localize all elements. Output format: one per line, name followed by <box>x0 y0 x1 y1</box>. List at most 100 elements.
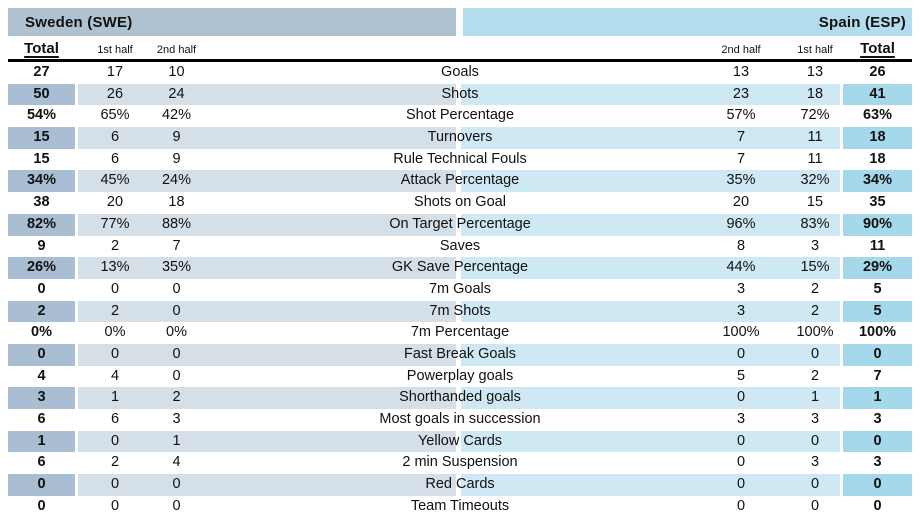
esp-2nd-half-value: 3 <box>736 280 746 297</box>
stat-row: 54% 65% 42% 57% 72% 63% Shot Percentage <box>8 105 912 127</box>
swe-2nd-half-value: 0 <box>172 476 181 493</box>
swe-total-value: 0 <box>8 474 75 496</box>
swe-total-value: 82% <box>8 213 75 236</box>
swe-2nd-half-value: 88% <box>161 215 192 232</box>
swe-1st-half-value: 17 <box>106 64 124 80</box>
esp-total-value: 41 <box>843 83 912 106</box>
esp-total-value: 1 <box>843 387 912 409</box>
swe-1st-half-value: 2 <box>110 302 120 319</box>
esp-2nd-half-value: 3 <box>736 302 746 319</box>
swe-total-value: 0 <box>37 497 46 514</box>
swe-total-value: 6 <box>37 454 46 471</box>
stat-row: 0 0 0 3 2 5 7m Goals <box>8 279 912 301</box>
swe-1st-half-value: 65% <box>100 107 130 124</box>
team-header-right: Spain (ESP) <box>463 8 912 36</box>
esp-2nd-half-value: 5 <box>736 367 746 384</box>
esp-2nd-half-value: 44% <box>726 259 756 276</box>
swe-1st-half-value: 2 <box>110 454 120 471</box>
swe-total-value: 15 <box>8 127 75 149</box>
esp-2nd-half-value: 100% <box>722 324 760 341</box>
swe-2nd-half-value: 10 <box>168 64 185 80</box>
esp-1st-half-value: 1 <box>810 389 820 406</box>
stat-row: 4 4 0 5 2 7 Powerplay goals <box>8 366 912 388</box>
esp-total-value: 29% <box>843 257 912 279</box>
swe-total-value: 50 <box>8 83 75 106</box>
swe-2nd-half-value: 42% <box>161 107 192 124</box>
col-header-swe-total: Total <box>24 40 59 57</box>
esp-1st-half-value: 15% <box>800 259 830 276</box>
esp-1st-half-value: 2 <box>810 367 820 384</box>
swe-1st-half-value: 13% <box>100 259 130 276</box>
esp-1st-half-value: 0 <box>810 476 820 493</box>
esp-1st-half-value: 72% <box>800 107 830 124</box>
esp-1st-half-value: 3 <box>810 237 820 254</box>
column-header-row: Total 1st half 2nd half 2nd half 1st hal… <box>8 36 912 59</box>
swe-total-value: 6 <box>37 411 46 427</box>
stat-row: 27 17 10 13 13 26 Goals <box>8 62 912 84</box>
swe-1st-half-value: 6 <box>110 411 120 427</box>
esp-total-value: 26 <box>869 64 886 80</box>
swe-1st-half-value: 77% <box>100 215 130 232</box>
esp-1st-half-value: 3 <box>810 411 820 427</box>
swe-1st-half-value: 4 <box>110 367 120 384</box>
swe-2nd-half-value: 0 <box>172 497 181 514</box>
esp-2nd-half-value: 7 <box>736 129 746 146</box>
swe-2nd-half-value: 9 <box>172 150 181 167</box>
swe-2nd-half-value: 24% <box>161 172 192 189</box>
stat-row: 34% 45% 24% 35% 32% 34% Attack Percentag… <box>8 170 912 193</box>
swe-1st-half-value: 6 <box>110 150 120 167</box>
col-header-esp-1st-half: 1st half <box>797 44 833 56</box>
team-name-spain: Spain (ESP) <box>818 13 906 31</box>
esp-2nd-half-value: 35% <box>726 172 756 189</box>
esp-1st-half-value: 0 <box>810 345 820 362</box>
col-header-esp-2nd-half: 2nd half <box>721 44 761 56</box>
swe-2nd-half-value: 0% <box>166 324 187 341</box>
esp-total-value: 18 <box>843 127 912 149</box>
swe-total-value: 1 <box>8 430 75 453</box>
esp-1st-half-value: 11 <box>807 150 823 167</box>
swe-1st-half-value: 45% <box>100 172 130 189</box>
stat-row: 2 2 0 3 2 5 7m Shots <box>8 300 912 323</box>
stat-row: 26% 13% 35% 44% 15% 29% GK Save Percenta… <box>8 257 912 279</box>
swe-total-value: 38 <box>33 194 50 211</box>
team-name-sweden: Sweden (SWE) <box>25 13 133 31</box>
esp-1st-half-value: 0 <box>810 497 820 514</box>
swe-1st-half-value: 2 <box>110 237 120 254</box>
esp-total-value: 5 <box>873 280 882 297</box>
swe-2nd-half-value: 0 <box>172 280 181 297</box>
stat-row: 82% 77% 88% 96% 83% 90% On Target Percen… <box>8 213 912 236</box>
swe-total-value: 0 <box>37 280 46 297</box>
esp-total-value: 11 <box>869 237 886 254</box>
swe-total-value: 27 <box>33 64 50 80</box>
esp-total-value: 35 <box>869 194 886 211</box>
col-header-swe-1st-half: 1st half <box>97 44 133 56</box>
swe-1st-half-value: 0% <box>104 324 126 341</box>
esp-1st-half-value: 100% <box>796 324 834 341</box>
esp-2nd-half-value: 0 <box>736 454 746 471</box>
swe-total-value: 34% <box>8 170 75 193</box>
stat-row: 38 20 18 20 15 35 Shots on Goal <box>8 192 912 214</box>
esp-1st-half-value: 32% <box>800 172 830 189</box>
esp-2nd-half-value: 0 <box>736 432 746 449</box>
swe-2nd-half-value: 3 <box>172 411 181 427</box>
stat-row: 3 1 2 0 1 1 Shorthanded goals <box>8 387 912 409</box>
esp-1st-half-value: 3 <box>810 454 820 471</box>
swe-2nd-half-value: 18 <box>168 194 185 211</box>
swe-total-value: 54% <box>26 107 57 124</box>
esp-2nd-half-value: 0 <box>736 345 746 362</box>
swe-1st-half-value: 26 <box>106 85 124 102</box>
swe-total-value: 2 <box>8 300 75 323</box>
swe-2nd-half-value: 35% <box>161 259 192 276</box>
esp-2nd-half-value: 7 <box>736 150 746 167</box>
col-header-esp-total: Total <box>860 40 895 57</box>
esp-2nd-half-value: 96% <box>726 215 756 232</box>
esp-2nd-half-value: 0 <box>736 497 746 514</box>
swe-total-value: 4 <box>37 367 46 384</box>
swe-total-value: 3 <box>8 387 75 409</box>
swe-2nd-half-value: 9 <box>172 129 181 146</box>
col-header-swe-2nd-half: 2nd half <box>156 44 197 56</box>
swe-total-value: 15 <box>33 150 50 167</box>
esp-total-value: 3 <box>873 454 882 471</box>
stat-row: 0 0 0 0 0 0 Team Timeouts <box>8 496 912 518</box>
swe-2nd-half-value: 0 <box>172 345 181 362</box>
